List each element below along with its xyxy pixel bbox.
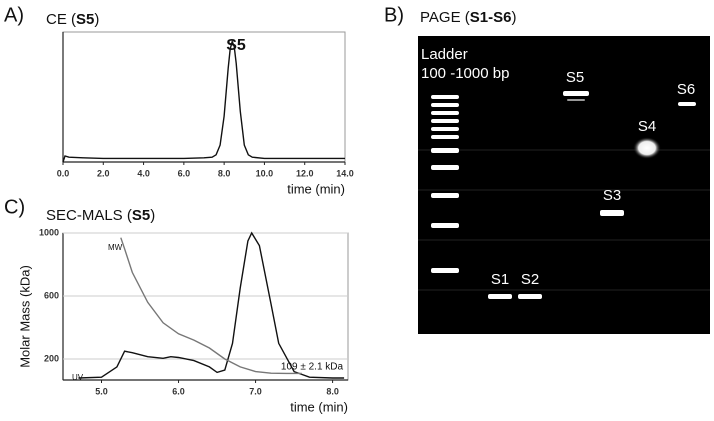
x-tick-label: 0.0 <box>57 168 70 178</box>
plot-frame <box>62 232 349 381</box>
title-part: S5 <box>76 11 94 28</box>
title-part: ) <box>150 207 155 224</box>
lane-label: S2 <box>521 271 539 288</box>
x-axis-label: time (min) <box>290 399 348 414</box>
panel-label: A) <box>4 4 24 26</box>
ladder-range: 100 -1000 bp <box>421 65 509 82</box>
panel-label: C) <box>4 196 25 218</box>
ladder-label: Ladder <box>421 46 468 63</box>
series-line <box>78 231 345 379</box>
lane-label: S3 <box>603 187 621 204</box>
lane-label: S6 <box>677 81 695 98</box>
series-line <box>62 39 345 163</box>
y-tick-label: 1000 <box>39 227 59 237</box>
x-tick-label: 7.0 <box>249 386 262 396</box>
series-label: MW <box>108 243 123 252</box>
panel-label: B) <box>384 4 404 26</box>
title-part: PAGE ( <box>420 9 470 26</box>
x-tick-label: 8.0 <box>326 386 339 396</box>
x-tick-label: 12.0 <box>296 168 314 178</box>
x-axis-label: time (min) <box>287 181 345 196</box>
title-part: CE ( <box>46 11 76 28</box>
title-part: S1-S6 <box>470 9 512 26</box>
x-tick-label: 8.0 <box>218 168 231 178</box>
x-tick-label: 6.0 <box>178 168 191 178</box>
panel-title: SEC-MALS (S5) <box>46 207 155 224</box>
y-tick-label: 600 <box>44 290 59 300</box>
lane-label: S1 <box>491 271 509 288</box>
lane-label: S5 <box>566 69 584 86</box>
x-tick-label: 6.0 <box>172 386 185 396</box>
series-label: UV <box>72 373 84 382</box>
x-tick-label: 14.0 <box>336 168 354 178</box>
series-line <box>120 237 302 375</box>
title-part: S5 <box>132 207 150 224</box>
title-part: ) <box>94 11 99 28</box>
title-part: SEC-MALS ( <box>46 207 132 224</box>
y-axis-label: Molar Mass (kDa) <box>17 265 32 368</box>
gel-image <box>418 36 710 334</box>
x-tick-label: 10.0 <box>256 168 274 178</box>
x-tick-label: 5.0 <box>95 386 108 396</box>
plot-frame <box>62 31 346 163</box>
x-tick-label: 4.0 <box>137 168 150 178</box>
panel-title: PAGE (S1-S6) <box>420 9 516 26</box>
panel-title: CE (S5) <box>46 11 99 28</box>
annotation: 109 ± 2.1 kDa <box>281 362 344 373</box>
annotation: S5 <box>226 37 246 54</box>
x-tick-label: 2.0 <box>97 168 110 178</box>
y-tick-label: 200 <box>44 353 59 363</box>
title-part: ) <box>511 9 516 26</box>
lane-label: S4 <box>638 118 656 135</box>
